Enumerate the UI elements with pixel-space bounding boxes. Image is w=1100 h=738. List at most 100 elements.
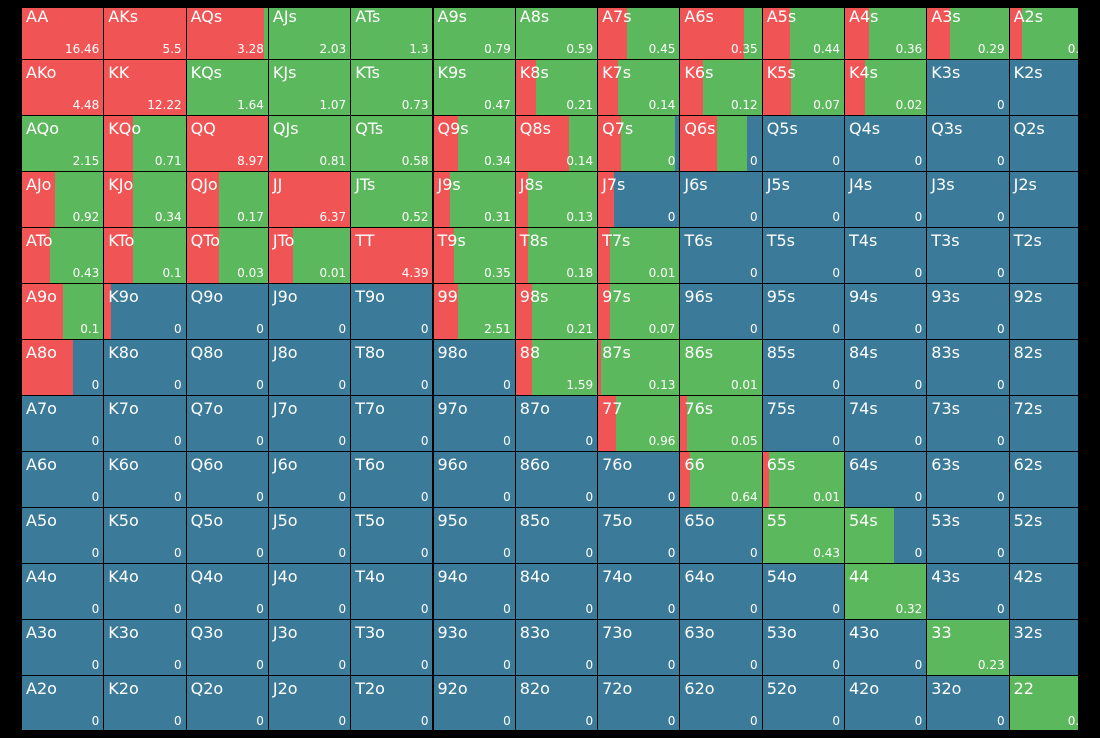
hand-cell[interactable]: 98s 0.21 — [515, 284, 598, 339]
hand-cell[interactable]: AKs 5.5 — [104, 8, 186, 59]
hand-cell[interactable]: T6s 0 — [680, 228, 762, 283]
hand-cell[interactable]: 54s 0 — [845, 508, 927, 563]
hand-cell[interactable]: K9s 0.47 — [433, 60, 515, 115]
hand-cell[interactable]: AJo 0.92 — [22, 172, 104, 227]
hand-cell[interactable]: K3s 0 — [927, 60, 1009, 115]
hand-cell[interactable]: J2o 0 — [268, 676, 351, 730]
hand-cell[interactable]: 55 0.43 — [762, 508, 844, 563]
hand-cell[interactable]: 74o 0 — [598, 564, 680, 619]
hand-cell[interactable]: K3o 0 — [104, 620, 186, 675]
hand-cell[interactable]: 83o 0 — [515, 620, 598, 675]
hand-cell[interactable]: 92s0 — [1009, 284, 1078, 339]
hand-cell[interactable]: AA 16.46 — [22, 8, 104, 59]
hand-cell[interactable]: 77 0.96 — [598, 396, 680, 451]
hand-cell[interactable]: Q9o 0 — [186, 284, 268, 339]
hand-cell[interactable]: 65o 0 — [680, 508, 762, 563]
hand-cell[interactable]: J3s 0 — [927, 172, 1009, 227]
hand-cell[interactable]: KK 12.22 — [104, 60, 186, 115]
hand-cell[interactable]: A3o 0 — [22, 620, 104, 675]
hand-cell[interactable]: Q8o 0 — [186, 340, 268, 395]
hand-cell[interactable]: 96o 0 — [433, 452, 515, 507]
hand-cell[interactable]: Q8s 0.14 — [515, 116, 598, 171]
hand-cell[interactable]: A6o 0 — [22, 452, 104, 507]
hand-cell[interactable]: 54o 0 — [762, 564, 844, 619]
hand-cell[interactable]: 84o 0 — [515, 564, 598, 619]
hand-cell[interactable]: 86s 0.01 — [680, 340, 762, 395]
hand-cell[interactable]: T8o 0 — [351, 340, 433, 395]
hand-cell[interactable]: 95s 0 — [762, 284, 844, 339]
hand-cell[interactable]: A6s 0.35 — [680, 8, 762, 59]
hand-cell[interactable]: A3s 0.29 — [927, 8, 1009, 59]
hand-cell[interactable]: QJo 0.17 — [186, 172, 268, 227]
hand-cell[interactable]: 44 0.32 — [845, 564, 927, 619]
hand-cell[interactable]: KJo 0.34 — [104, 172, 186, 227]
hand-cell[interactable]: K7s 0.14 — [598, 60, 680, 115]
hand-cell[interactable]: KJs 1.07 — [268, 60, 351, 115]
hand-cell[interactable]: A5s 0.44 — [762, 8, 844, 59]
hand-cell[interactable]: 93o 0 — [433, 620, 515, 675]
hand-cell[interactable]: KTo 0.1 — [104, 228, 186, 283]
hand-cell[interactable]: 94o 0 — [433, 564, 515, 619]
hand-cell[interactable]: A2o 0 — [22, 676, 104, 730]
hand-cell[interactable]: 66 0.64 — [680, 452, 762, 507]
hand-cell[interactable]: J7s 0 — [598, 172, 680, 227]
hand-cell[interactable]: 82s0 — [1009, 340, 1078, 395]
hand-cell[interactable]: TT 4.39 — [351, 228, 433, 283]
hand-cell[interactable]: Q3o 0 — [186, 620, 268, 675]
hand-cell[interactable]: T8s 0.18 — [515, 228, 598, 283]
hand-cell[interactable]: J3o 0 — [268, 620, 351, 675]
hand-cell[interactable]: 72o 0 — [598, 676, 680, 730]
hand-cell[interactable]: Q7o 0 — [186, 396, 268, 451]
hand-cell[interactable]: 73o 0 — [598, 620, 680, 675]
hand-cell[interactable]: 76s 0.05 — [680, 396, 762, 451]
hand-cell[interactable]: K8s 0.21 — [515, 60, 598, 115]
hand-cell[interactable]: 75s 0 — [762, 396, 844, 451]
hand-cell[interactable]: AQo 2.15 — [22, 116, 104, 171]
hand-cell[interactable]: A8s 0.59 — [515, 8, 598, 59]
hand-cell[interactable]: 95o 0 — [433, 508, 515, 563]
hand-cell[interactable]: J5s 0 — [762, 172, 844, 227]
hand-cell[interactable]: A9o 0.1 — [22, 284, 104, 339]
hand-cell[interactable]: Q3s 0 — [927, 116, 1009, 171]
hand-cell[interactable]: T3o 0 — [351, 620, 433, 675]
hand-cell[interactable]: A7o 0 — [22, 396, 104, 451]
hand-cell[interactable]: J9o 0 — [268, 284, 351, 339]
hand-cell[interactable]: 98o 0 — [433, 340, 515, 395]
hand-cell[interactable]: A4o 0 — [22, 564, 104, 619]
hand-cell[interactable]: A2s 0.1 — [1009, 8, 1078, 59]
hand-cell[interactable]: AJs 2.03 — [268, 8, 351, 59]
hand-cell[interactable]: Q4s 0 — [845, 116, 927, 171]
hand-cell[interactable]: 82o 0 — [515, 676, 598, 730]
hand-cell[interactable]: A5o 0 — [22, 508, 104, 563]
hand-cell[interactable]: 86o 0 — [515, 452, 598, 507]
hand-cell[interactable]: K9o 0 — [104, 284, 186, 339]
hand-cell[interactable]: J5o 0 — [268, 508, 351, 563]
hand-cell[interactable]: K5s 0.07 — [762, 60, 844, 115]
hand-cell[interactable]: 33 0.23 — [927, 620, 1009, 675]
hand-cell[interactable]: 62o 0 — [680, 676, 762, 730]
hand-cell[interactable]: J4o 0 — [268, 564, 351, 619]
hand-cell[interactable]: K7o 0 — [104, 396, 186, 451]
hand-cell[interactable]: K8o 0 — [104, 340, 186, 395]
hand-cell[interactable]: JTo 0.01 — [268, 228, 351, 283]
hand-cell[interactable]: Q9s 0.34 — [433, 116, 515, 171]
hand-cell[interactable]: ATs 1.3 — [351, 8, 433, 59]
hand-cell[interactable]: T5o 0 — [351, 508, 433, 563]
hand-cell[interactable]: 43s 0 — [927, 564, 1009, 619]
hand-cell[interactable]: KQo 0.71 — [104, 116, 186, 171]
hand-cell[interactable]: A9s 0.79 — [433, 8, 515, 59]
hand-cell[interactable]: 96s 0 — [680, 284, 762, 339]
hand-cell[interactable]: J9s 0.31 — [433, 172, 515, 227]
hand-cell[interactable]: 72s0 — [1009, 396, 1078, 451]
hand-cell[interactable]: J7o 0 — [268, 396, 351, 451]
hand-cell[interactable]: 220.1 — [1009, 676, 1078, 730]
hand-cell[interactable]: 88 1.59 — [515, 340, 598, 395]
hand-cell[interactable]: T9o 0 — [351, 284, 433, 339]
hand-cell[interactable]: A8o 0 — [22, 340, 104, 395]
hand-cell[interactable]: 32o 0 — [927, 676, 1009, 730]
hand-cell[interactable]: T3s 0 — [927, 228, 1009, 283]
hand-cell[interactable]: T7o 0 — [351, 396, 433, 451]
hand-cell[interactable]: QTs 0.58 — [351, 116, 433, 171]
hand-cell[interactable]: K4s 0.02 — [845, 60, 927, 115]
hand-cell[interactable]: Q2o 0 — [186, 676, 268, 730]
